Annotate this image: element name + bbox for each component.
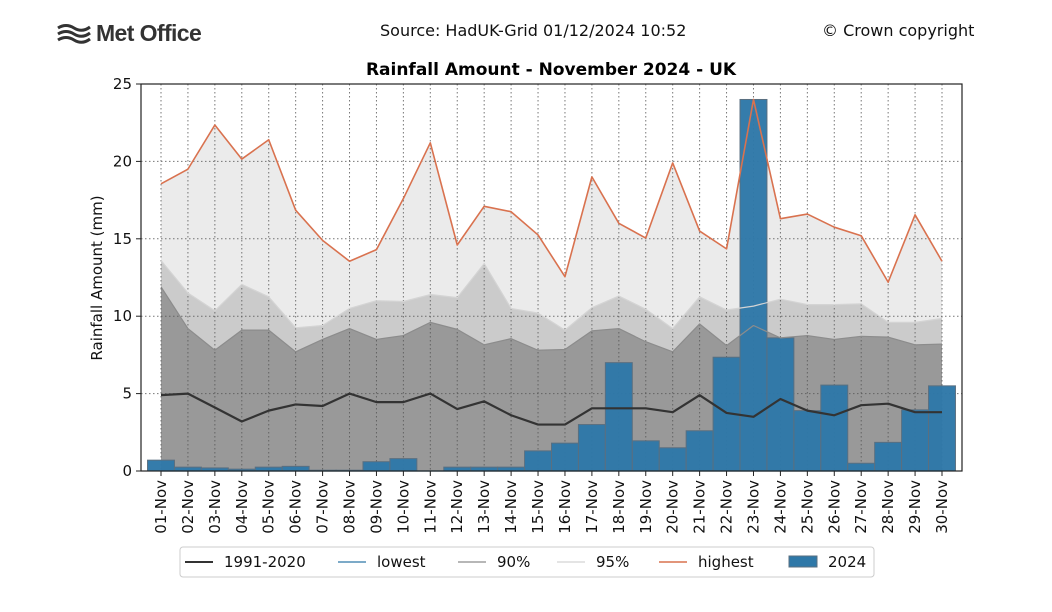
- bar-2024: [685, 430, 714, 472]
- bar-2024: [147, 459, 175, 472]
- bar-2024: [604, 362, 633, 472]
- legend-item: lowest: [338, 553, 426, 571]
- legend-swatch-patch: [788, 555, 818, 568]
- bar-2024: [631, 440, 660, 472]
- line-highest: [160, 98, 943, 283]
- y-tick-label: 15: [113, 230, 132, 248]
- x-tick-label: 29-Nov: [906, 480, 924, 534]
- bar-2024: [847, 462, 876, 472]
- line-1991-2020: [160, 392, 942, 426]
- met-office-logo: Met Office: [56, 20, 202, 47]
- bar-2024: [793, 410, 822, 472]
- bar-2024: [281, 465, 310, 472]
- x-tick-label: 09-Nov: [367, 480, 385, 534]
- x-tick-label: 17-Nov: [583, 480, 601, 534]
- bar-2024: [739, 98, 768, 472]
- x-tick-label: 15-Nov: [529, 480, 547, 534]
- x-tick-label: 19-Nov: [637, 480, 655, 534]
- legend-item: 90%: [458, 553, 530, 571]
- x-tick-label: 01-Nov: [152, 480, 170, 534]
- bar-2024: [524, 450, 553, 472]
- x-tick-label: 05-Nov: [260, 480, 278, 534]
- y-tick-label: 0: [122, 462, 132, 480]
- x-tick-label: 13-Nov: [475, 480, 493, 534]
- bar-2024: [928, 385, 956, 472]
- legend-label: 95%: [596, 553, 629, 571]
- x-tick-label: 22-Nov: [718, 480, 736, 534]
- y-tick-label: 25: [113, 75, 132, 93]
- bar-2024: [362, 461, 391, 472]
- y-axis-label: Rainfall Amount (mm): [88, 195, 106, 360]
- x-tick-label: 10-Nov: [394, 480, 412, 534]
- logo-text: Met Office: [96, 20, 202, 46]
- bar-2024: [820, 384, 849, 472]
- bar-2024: [551, 442, 579, 472]
- chart-title: Rainfall Amount - November 2024 - UK: [366, 60, 737, 80]
- axes: 0 5 10 15 20 25 01-Nov 02-Nov 03-Nov 04-Nov 05-Nov…: [113, 75, 963, 534]
- x-tick-label: 25-Nov: [798, 480, 816, 534]
- x-tick-label: 03-Nov: [206, 480, 224, 534]
- bar-2024: [874, 441, 903, 472]
- y-tick-label: 10: [113, 307, 132, 325]
- x-tick-label: 02-Nov: [179, 480, 197, 534]
- x-tick-label: 27-Nov: [852, 480, 870, 534]
- legend: 1991-2020 lowest 90% 95% highest 2024: [179, 546, 875, 578]
- x-tick-label: 12-Nov: [448, 480, 466, 534]
- copyright-text: © Crown copyright: [822, 21, 975, 40]
- x-tick-label: 23-Nov: [744, 480, 762, 534]
- x-tick-label: 21-Nov: [691, 480, 709, 534]
- x-tick-label: 08-Nov: [341, 480, 359, 534]
- legend-label: lowest: [377, 553, 426, 571]
- x-tick-label: 18-Nov: [610, 480, 628, 534]
- x-tick-label: 30-Nov: [933, 480, 951, 534]
- bar-2024: [389, 458, 418, 472]
- bar-2024: [577, 424, 606, 472]
- y-tick-label: 20: [113, 152, 132, 170]
- wave-logo-icon: [57, 23, 91, 44]
- plot-frame: [140, 83, 963, 472]
- x-tick-label: 07-Nov: [314, 480, 332, 534]
- bar-2024: [901, 409, 930, 472]
- x-tick-label: 04-Nov: [233, 480, 251, 534]
- x-tick-label: 20-Nov: [664, 480, 682, 534]
- source-text: Source: HadUK-Grid 01/12/2024 10:52: [380, 21, 687, 40]
- x-tick-label: 14-Nov: [502, 480, 520, 534]
- bar-2024: [658, 447, 687, 472]
- legend-label: 1991-2020: [224, 553, 306, 571]
- legend-item: highest: [659, 553, 754, 571]
- legend-item: 95%: [557, 553, 629, 571]
- x-tick-label: 26-Nov: [825, 480, 843, 534]
- x-tick-label: 16-Nov: [556, 480, 574, 534]
- legend-box: [179, 546, 875, 578]
- y-tick-label: 5: [122, 385, 132, 403]
- legend-label: 90%: [497, 553, 530, 571]
- band-95-to-highest: [161, 99, 942, 331]
- legend-label: 2024: [828, 553, 866, 571]
- x-tick-label: 11-Nov: [421, 480, 439, 534]
- line-90-percent: [160, 286, 943, 353]
- x-tick-label: 24-Nov: [771, 480, 789, 534]
- x-tick-label: 28-Nov: [879, 480, 897, 534]
- legend-item: 2024: [788, 553, 866, 571]
- line-95-percent: [160, 260, 943, 331]
- legend-item: 1991-2020: [185, 553, 306, 571]
- legend-label: highest: [698, 553, 754, 571]
- x-tick-label: 06-Nov: [287, 480, 305, 534]
